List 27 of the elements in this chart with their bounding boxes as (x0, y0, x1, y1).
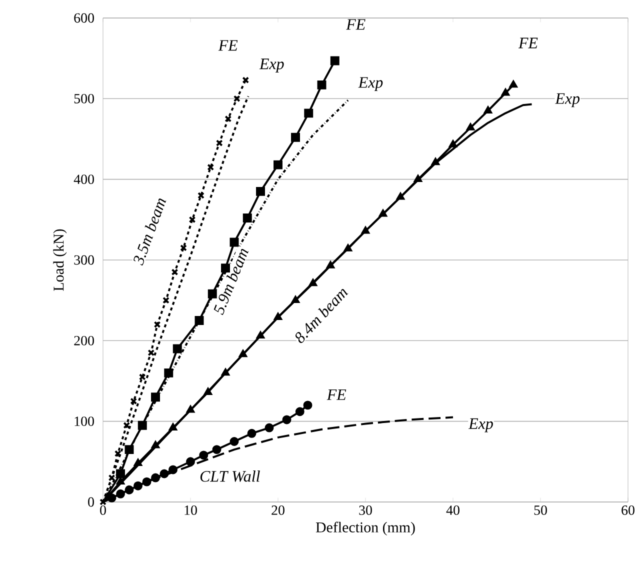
annotation: Exp (259, 58, 284, 72)
y-tick-label: 100 (74, 416, 94, 426)
y-tick-label: 200 (74, 336, 94, 346)
annotation: Exp (468, 418, 493, 432)
annotation: 3.5m beam (134, 198, 166, 266)
x-tick-label: 20 (272, 506, 284, 515)
annotation: 5.9m beam (214, 248, 249, 316)
annotation: CLT Wall (200, 470, 260, 482)
annotation: Exp (555, 93, 580, 108)
annotation: FE (346, 19, 366, 30)
y-tick-label: 0 (88, 497, 94, 507)
x-tick-label: 50 (534, 506, 547, 515)
y-tick-label: 600 (74, 13, 94, 23)
x-tick-label: 40 (446, 506, 460, 515)
x-tick-label: 60 (622, 506, 634, 515)
annotation: FE (218, 40, 238, 51)
x-tick-label: 30 (359, 506, 372, 515)
annotation: FE (518, 38, 538, 48)
annotation: Exp (358, 77, 383, 92)
x-tick-label: 0 (100, 506, 106, 515)
y-axis-title: Load (kN) (53, 229, 67, 291)
y-tick-label: 500 (74, 94, 94, 104)
x-tick-label: 10 (184, 506, 197, 515)
y-tick-label: 400 (74, 174, 94, 184)
annotation: FE (326, 389, 346, 400)
y-tick-label: 300 (74, 255, 94, 265)
x-axis-title: Deflection (mm) (316, 522, 415, 536)
